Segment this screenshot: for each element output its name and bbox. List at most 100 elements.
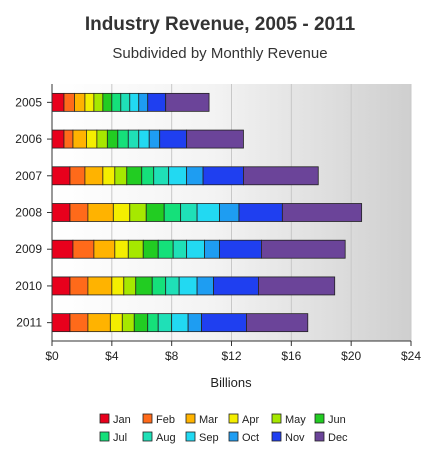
legend-item-aug[interactable]: Aug (142, 431, 176, 444)
bar-2010-apr (111, 276, 125, 296)
bar-2008-feb (69, 203, 89, 222)
legend-swatch (314, 413, 325, 424)
legend-item-jul[interactable]: Jul (99, 431, 127, 444)
bar-2010-sep (178, 276, 198, 296)
bar-2008-may (129, 203, 147, 222)
bar-2007-may (114, 166, 128, 186)
bar-2011-aug (157, 313, 173, 333)
y-tick-label: 2009 (15, 242, 42, 256)
bar-2008-sep (196, 203, 220, 222)
axes: 2005 2006 2007 2008 2009 2010 2011 $0 $4 $8 $12 $16… (15, 84, 421, 363)
bar-2005-mar (74, 92, 86, 112)
bar-2007-jul (141, 166, 155, 186)
bar-2005-dec (165, 92, 210, 112)
y-tick-label: 2006 (15, 132, 42, 146)
bar-2009-jun (142, 239, 159, 259)
bar-2010-may (123, 276, 137, 296)
x-tick-label: $8 (165, 349, 179, 363)
legend-swatch (314, 431, 325, 442)
bar-2011-jul (147, 313, 159, 333)
bar-2010-nov (213, 276, 259, 296)
legend-label: Jul (113, 432, 127, 444)
bar-2007-jun (126, 166, 143, 186)
legend-swatch (142, 413, 153, 424)
x-tick-label: $20 (341, 349, 361, 363)
bar-2007-oct (186, 166, 204, 186)
bar-2005-jul (111, 92, 122, 112)
legend-item-feb[interactable]: Feb (142, 413, 175, 426)
bar-2009-sep (186, 239, 205, 259)
legend-swatch (228, 413, 239, 424)
legend-label: Mar (199, 414, 218, 426)
legend: Jan Feb Mar Apr May Jun Jul Aug Sep Oct Nov Dec (99, 413, 348, 444)
bars (51, 92, 363, 333)
bar-2009-aug (172, 239, 188, 259)
bar-2005-may (93, 92, 104, 112)
legend-swatch (228, 431, 239, 442)
bar-2007-aug (153, 166, 170, 186)
bar-2009-apr (114, 239, 129, 259)
legend-swatch (99, 431, 110, 442)
bar-2007-nov (202, 166, 244, 186)
legend-label: Oct (242, 432, 259, 444)
bar-2006-oct (148, 129, 161, 149)
bar-2006-apr (86, 129, 98, 149)
legend-label: Jan (113, 414, 131, 426)
legend-item-apr[interactable]: Apr (228, 413, 259, 426)
x-tick-label: $24 (401, 349, 421, 363)
bar-2007-jan (51, 166, 71, 186)
bar-2007-feb (69, 166, 86, 186)
legend-swatch (271, 413, 282, 424)
bar-2006-mar (72, 129, 87, 149)
bar-2010-jun (135, 276, 153, 296)
legend-label: Aug (156, 432, 176, 444)
bar-2011-mar (87, 313, 111, 333)
bar-2005-feb (63, 92, 75, 112)
bar-2010-aug (165, 276, 180, 296)
legend-item-oct[interactable]: Oct (228, 431, 259, 444)
legend-item-mar[interactable]: Mar (185, 413, 218, 426)
legend-item-jun[interactable]: Jun (314, 413, 346, 426)
bar-2006-jun (106, 129, 119, 149)
bar-2008-jul (163, 203, 182, 222)
bar-2006-sep (138, 129, 150, 149)
legend-item-jan[interactable]: Jan (99, 413, 131, 426)
bar-2008-mar (87, 203, 114, 222)
bar-2007-dec (243, 166, 319, 186)
bar-2008-jan (51, 203, 71, 222)
bar-2010-jan (51, 276, 71, 296)
y-tick-label: 2011 (16, 316, 42, 330)
legend-label: Jun (328, 414, 346, 426)
bar-2010-feb (69, 276, 89, 296)
bar-2011-nov (201, 313, 247, 333)
legend-label: Nov (285, 432, 305, 444)
bar-2008-apr (112, 203, 131, 222)
legend-item-may[interactable]: May (271, 413, 306, 426)
bar-2010-oct (196, 276, 214, 296)
bar-2009-feb (72, 239, 95, 259)
legend-item-sep[interactable]: Sep (185, 431, 219, 444)
bar-2005-oct (138, 92, 149, 112)
bar-2011-feb (69, 313, 89, 333)
y-tick-label: 2008 (15, 206, 42, 220)
bar-2008-oct (219, 203, 240, 222)
bar-2011-jun (133, 313, 149, 333)
bar-2009-dec (261, 239, 346, 259)
legend-swatch (99, 413, 110, 424)
bar-2011-apr (109, 313, 123, 333)
legend-label: Dec (328, 432, 348, 444)
bar-2008-dec (281, 203, 363, 222)
bar-2006-jan (51, 129, 65, 149)
bar-2011-jan (51, 313, 71, 333)
x-tick-label: $4 (105, 349, 119, 363)
legend-swatch (142, 431, 153, 442)
bar-2005-nov (147, 92, 167, 112)
legend-item-nov[interactable]: Nov (271, 431, 305, 444)
bar-2010-dec (258, 276, 336, 296)
legend-item-dec[interactable]: Dec (314, 431, 348, 444)
bar-2010-mar (87, 276, 113, 296)
legend-swatch (185, 431, 196, 442)
bar-2007-sep (168, 166, 188, 186)
